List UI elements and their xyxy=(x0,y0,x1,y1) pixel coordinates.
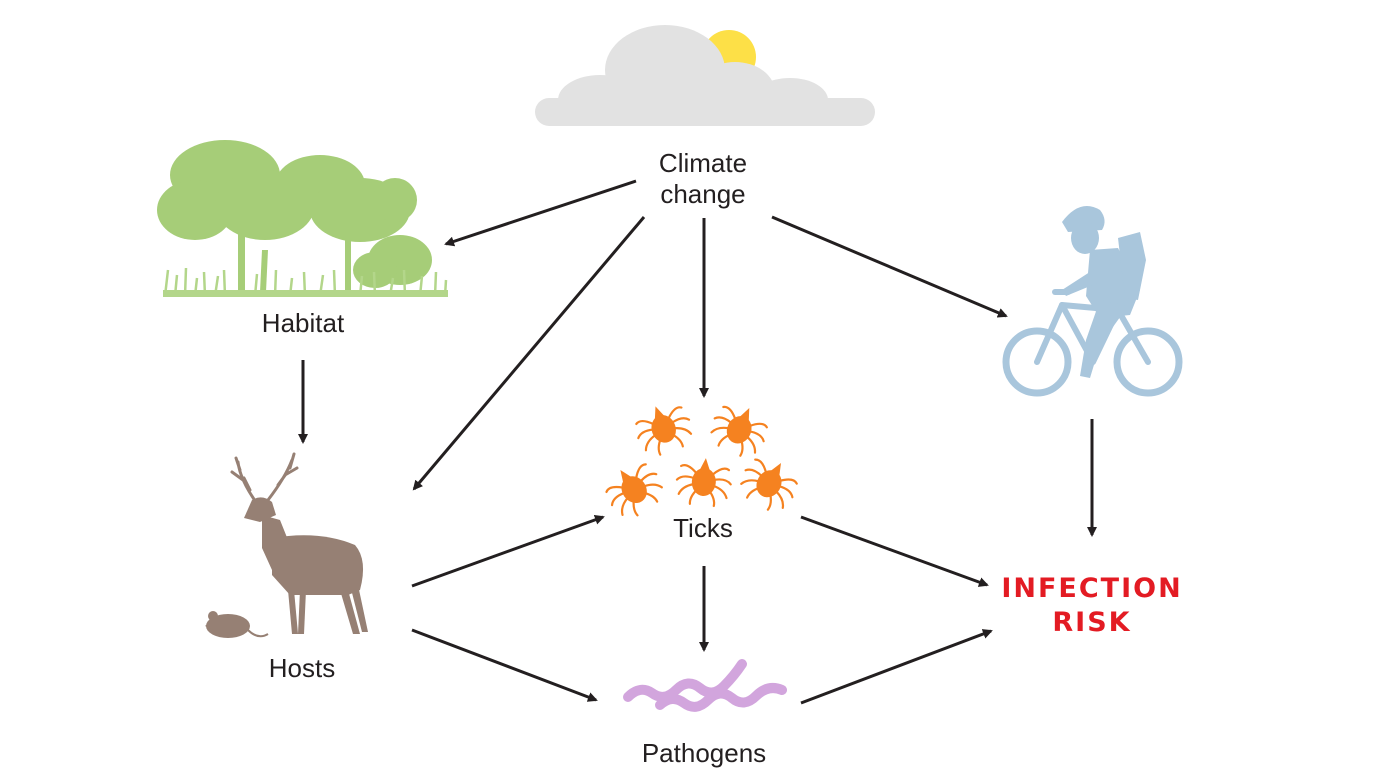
climate-label-line1: Climate xyxy=(659,148,747,178)
hosts-label: Hosts xyxy=(269,653,335,683)
arrow-hosts-to-pathogens xyxy=(411,628,598,702)
arrow-hosts-to-ticks xyxy=(411,515,605,588)
climate-label-line2: change xyxy=(660,179,745,209)
cloud-sun-icon xyxy=(535,25,875,126)
arrow-pathogens-to-risk xyxy=(800,629,993,705)
pathogens-label: Pathogens xyxy=(642,738,766,768)
pathogen-icon xyxy=(623,659,787,712)
infection-risk-line1: INFECTION xyxy=(1001,573,1182,604)
tick-icon xyxy=(597,395,806,526)
ticks-label: Ticks xyxy=(673,513,733,543)
arrow-climate-to-hosts xyxy=(412,216,646,491)
deer-icon xyxy=(230,452,368,634)
arrows xyxy=(298,179,1097,705)
mouse-icon xyxy=(205,611,269,638)
habitat-label: Habitat xyxy=(262,308,345,338)
arrow-climate-to-human xyxy=(771,215,1008,318)
arrow-ticks-to-risk xyxy=(800,515,989,587)
trees-icon xyxy=(157,140,448,297)
arrow-climate-to-habitat xyxy=(444,179,637,247)
infection-risk-line2: RISK xyxy=(1052,607,1131,638)
cyclist-icon xyxy=(1002,206,1183,397)
